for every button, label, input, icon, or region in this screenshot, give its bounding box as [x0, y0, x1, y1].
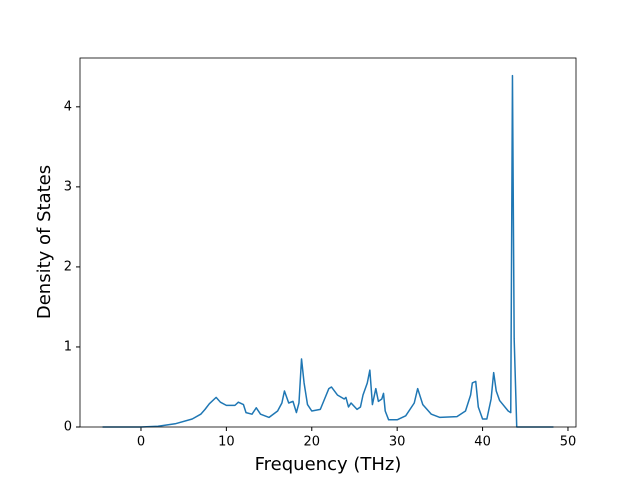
x-tick-label: 0	[137, 435, 145, 450]
x-tick-label: 20	[304, 435, 321, 450]
line	[102, 74, 554, 428]
x-tick-label: 50	[560, 435, 577, 450]
plot-frame	[79, 57, 577, 428]
y-tick-label: 2	[64, 259, 72, 274]
y-tick-label: 1	[64, 339, 72, 354]
y-tick-label: 4	[64, 99, 72, 114]
y-tick-label: 3	[64, 179, 72, 194]
x-tick-label: 40	[474, 435, 491, 450]
x-tick-label: 10	[218, 435, 235, 450]
y-tick-label: 0	[64, 420, 72, 435]
y-axis-label: Density of States	[34, 165, 55, 319]
x-tick-label: 30	[389, 435, 406, 450]
x-axis-label: Frequency (THz)	[255, 454, 402, 475]
